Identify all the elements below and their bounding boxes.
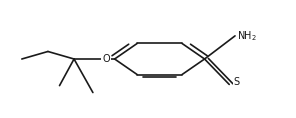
- Text: NH$_2$: NH$_2$: [237, 29, 257, 43]
- Text: S: S: [234, 77, 239, 86]
- Text: O: O: [102, 54, 110, 64]
